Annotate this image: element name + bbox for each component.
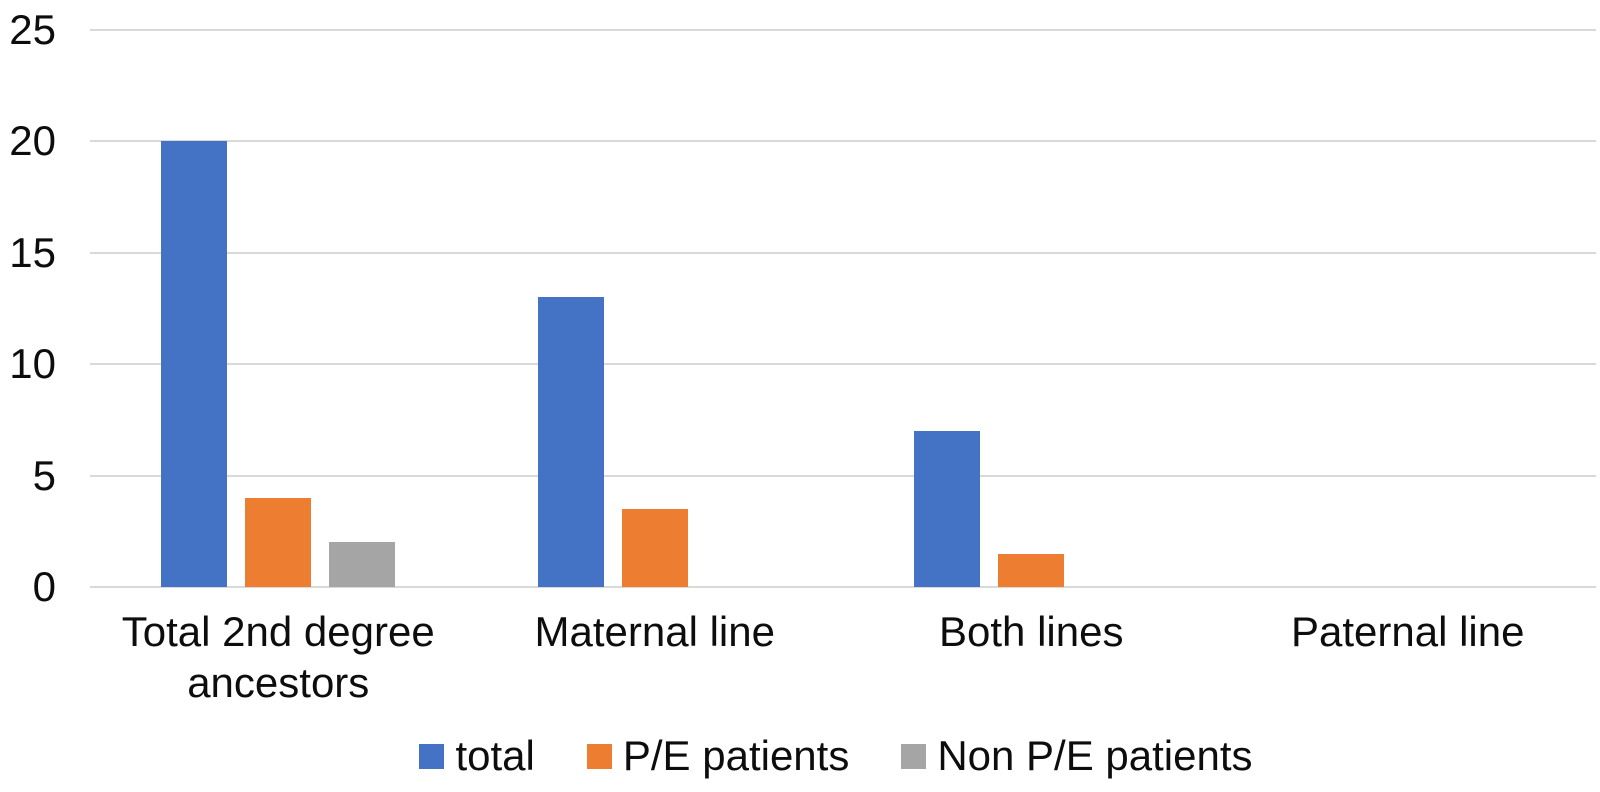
bar [914, 431, 981, 587]
legend-item: P/E patients [586, 731, 850, 781]
bar-group-3 [843, 30, 1220, 587]
bar-group-1 [90, 30, 467, 587]
bar-groups [90, 30, 1596, 587]
gridline [90, 363, 1596, 366]
category-label: Paternal line [1291, 608, 1525, 655]
bar [161, 141, 228, 587]
bar-group-4 [1220, 30, 1597, 587]
bar [621, 509, 688, 587]
x-axis: Total 2nd degree ancestors Maternal line B… [90, 606, 1596, 708]
plot-area [90, 29, 1596, 588]
y-axis-tick-label: 10 [9, 340, 56, 388]
gridline [90, 251, 1596, 254]
gridline [90, 474, 1596, 477]
bar-group-2 [467, 30, 844, 587]
y-axis-tick-label: 25 [9, 6, 56, 53]
y-axis-tick-label: 20 [9, 117, 56, 165]
y-axis-tick-label: 15 [9, 228, 56, 276]
legend-label: Non P/E patients [937, 732, 1253, 779]
legend-label: total [455, 732, 535, 779]
bar [329, 542, 396, 587]
category-label: Maternal line [534, 608, 775, 655]
y-axis-tick-label: 5 [32, 451, 56, 499]
legend-swatch-icon [419, 743, 445, 769]
bar [537, 297, 604, 587]
gridline [90, 140, 1596, 143]
gridline [90, 29, 1596, 31]
legend-swatch-icon [586, 743, 612, 769]
legend-label: P/E patients [622, 732, 850, 779]
category-label: Both lines [939, 608, 1124, 655]
legend-item: total [419, 731, 535, 781]
legend-swatch-icon [901, 743, 927, 769]
x-axis-line [90, 586, 1596, 588]
y-axis-tick-label: 0 [32, 563, 56, 610]
bar [998, 553, 1065, 587]
legend-item: Non P/E patients [901, 731, 1253, 781]
category-label: Total 2nd degree ancestors [121, 608, 435, 707]
bar [245, 497, 312, 587]
legend: total P/E patients Non P/E patients [36, 731, 1600, 781]
